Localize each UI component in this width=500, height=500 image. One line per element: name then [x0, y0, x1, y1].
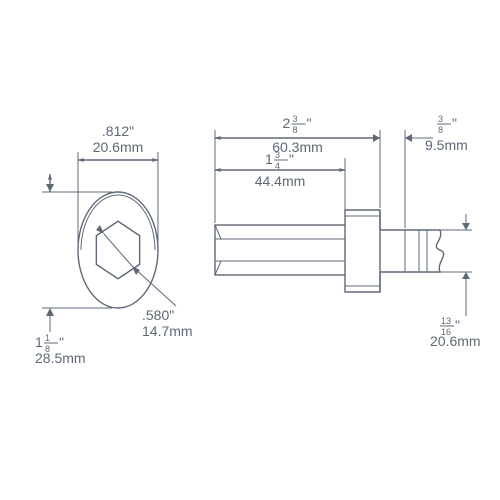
svg-text:20.6mm: 20.6mm: [93, 139, 144, 155]
svg-text:20.6mm: 20.6mm: [430, 333, 481, 349]
svg-text:.812": .812": [102, 123, 134, 139]
svg-text:": ": [452, 115, 457, 131]
svg-text:3: 3: [275, 150, 280, 160]
svg-text:1: 1: [35, 334, 43, 350]
svg-text:13: 13: [441, 316, 451, 326]
svg-text:.580": .580": [142, 307, 174, 323]
side-body: [345, 210, 380, 292]
svg-text:1: 1: [265, 151, 273, 167]
svg-text:": ": [307, 115, 312, 131]
side-drive: [405, 230, 444, 272]
svg-text:": ": [455, 317, 460, 333]
svg-text:1: 1: [45, 333, 50, 343]
side-hex-shaft: [215, 225, 345, 275]
svg-text:3: 3: [438, 114, 443, 124]
svg-text:28.5mm: 28.5mm: [35, 350, 86, 366]
svg-text:8: 8: [293, 125, 298, 135]
svg-text:14.7mm: 14.7mm: [142, 323, 193, 339]
svg-text:9.5mm: 9.5mm: [425, 137, 468, 153]
svg-text:": ": [59, 334, 64, 350]
svg-text:": ": [289, 151, 294, 167]
svg-text:8: 8: [438, 125, 443, 135]
svg-text:4: 4: [275, 161, 280, 171]
svg-text:2: 2: [283, 115, 291, 131]
svg-text:44.4mm: 44.4mm: [255, 173, 306, 189]
svg-text:3: 3: [293, 114, 298, 124]
